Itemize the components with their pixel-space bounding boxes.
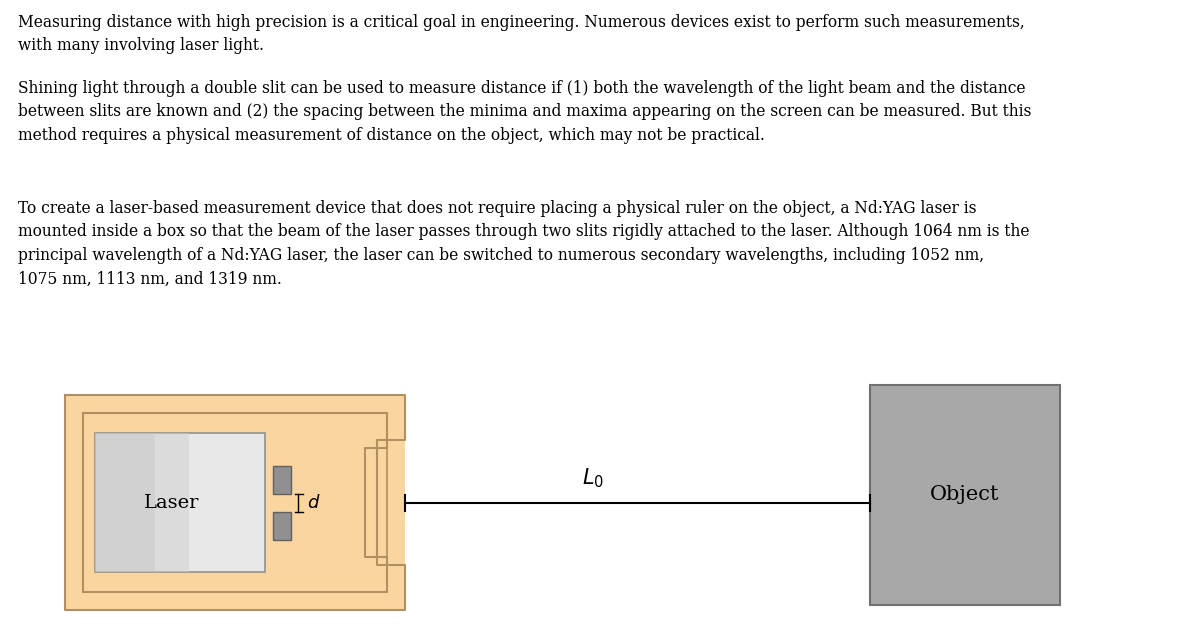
Bar	[155, 433, 188, 572]
Text: $L_0$: $L_0$	[582, 467, 604, 491]
Text: Object: Object	[930, 486, 1000, 505]
Text: $d$: $d$	[307, 493, 320, 512]
Bar	[65, 395, 406, 610]
Bar	[274, 466, 292, 493]
Bar	[95, 433, 155, 572]
Text: Laser: Laser	[144, 493, 199, 512]
Text: Shining light through a double slit can be used to measure distance if (1) both : Shining light through a double slit can …	[18, 80, 1031, 144]
Bar	[95, 433, 265, 572]
Text: To create a laser-based measurement device that does not require placing a physi: To create a laser-based measurement devi…	[18, 200, 1030, 287]
Text: Measuring distance with high precision is a critical goal in engineering. Numero: Measuring distance with high precision i…	[18, 14, 1025, 55]
Bar	[870, 385, 1060, 605]
Bar	[83, 413, 386, 592]
Bar	[274, 512, 292, 539]
